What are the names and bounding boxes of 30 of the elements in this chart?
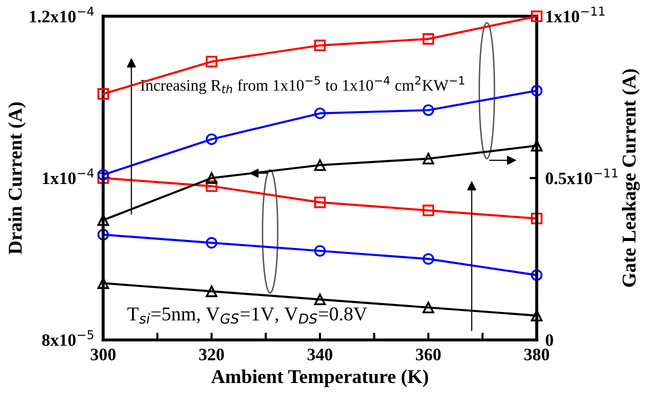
- x-tick-label: 340: [308, 348, 332, 360]
- y-tick-label: 8x10$^{−5}$: [42, 330, 94, 346]
- point: [206, 286, 218, 298]
- y-tick-label: 1x10$^{−4}$: [42, 168, 94, 184]
- x-tick-label: 320: [199, 348, 224, 360]
- x-tick-label: 380: [524, 348, 550, 360]
- y-tick-label: 1.2x10$^{−4}$: [30, 6, 94, 23]
- point: [314, 294, 326, 306]
- point: [97, 172, 109, 184]
- point: [530, 310, 542, 322]
- y2-axis-title: Gate Leakage Current (A): [622, 69, 640, 287]
- point: [206, 237, 218, 249]
- text: Increasing R$_{th}$ from 1x10$^{−5}$ to 1x10$^{−4}$ cm$^{2}$KW$^{−1}$: [140, 76, 464, 94]
- point: [530, 212, 542, 224]
- point: [422, 253, 434, 265]
- y-axis-title: Drain Current (A): [8, 102, 26, 254]
- y2-tick-label: 0: [546, 334, 554, 346]
- point: [97, 228, 109, 240]
- point: [314, 196, 326, 208]
- x-tick-label: 300: [90, 348, 116, 360]
- point: [422, 302, 434, 314]
- y2-tick-label: 0.5x10$^{−11}$: [546, 168, 618, 184]
- x-axis-title: Ambient Temperature (K): [211, 369, 428, 388]
- point: [206, 180, 218, 192]
- y2-tick-label: 1x10$^{−11}$: [546, 6, 604, 22]
- annotation: T$_{si}$=5nm, V$_{GS}$=1V, V$_{DS}$=0.8V: [127, 307, 368, 324]
- point: [314, 245, 326, 257]
- x-tick-label: 360: [416, 348, 441, 360]
- point: [530, 269, 542, 281]
- point: [422, 204, 434, 216]
